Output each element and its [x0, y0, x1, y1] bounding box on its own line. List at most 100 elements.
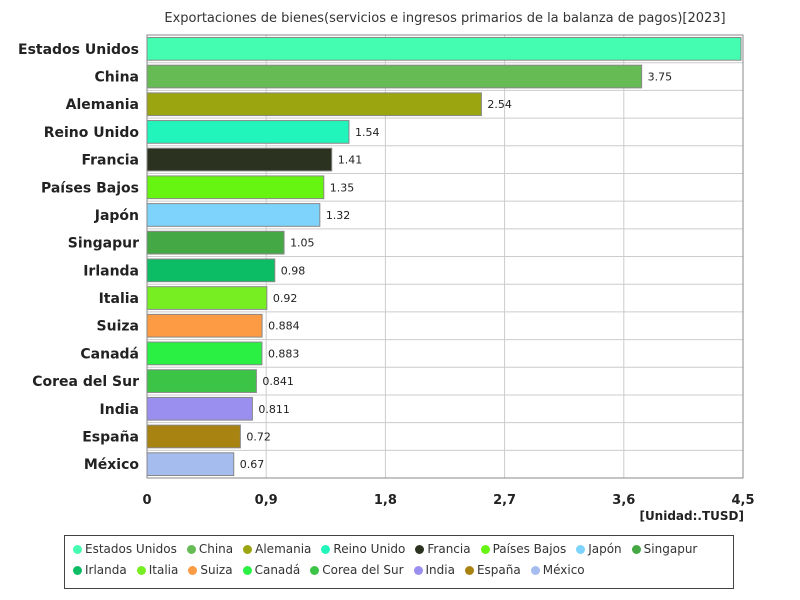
legend-label: Canadá: [254, 563, 301, 577]
legend-item[interactable]: Canadá: [242, 563, 301, 577]
legend-label: México: [542, 563, 585, 577]
category-label: Alemania: [66, 97, 139, 113]
x-tick-label: 2,7: [493, 493, 516, 508]
value-label: 1.41: [338, 154, 363, 167]
legend-swatch: [480, 544, 490, 554]
legend-label: Francia: [427, 542, 471, 556]
legend-item[interactable]: Alemania: [243, 542, 311, 556]
legend-swatch: [188, 565, 198, 575]
bar[interactable]: [146, 92, 482, 117]
legend-swatch: [415, 544, 425, 554]
legend-label: Reino Unido: [333, 542, 406, 556]
value-label: 0.67: [240, 458, 265, 471]
bar[interactable]: [146, 313, 263, 338]
legend-swatch: [242, 565, 252, 575]
value-label: 0.884: [268, 320, 300, 333]
legend-swatch: [530, 565, 540, 575]
legend-label: Suiza: [200, 563, 233, 577]
category-label: China: [95, 70, 139, 86]
legend-swatch: [73, 565, 82, 575]
unit-label: [Unidad:.TUSD]: [639, 509, 744, 523]
category-label: México: [84, 457, 140, 473]
legend-item[interactable]: Países Bajos: [480, 542, 567, 556]
legend-item[interactable]: Suiza: [188, 563, 233, 577]
legend-label: Países Bajos: [492, 542, 567, 556]
legend-item[interactable]: Estados Unidos: [73, 542, 177, 556]
legend-swatch: [321, 544, 331, 554]
value-label: 0.883: [268, 347, 300, 360]
legend-item[interactable]: Singapur: [631, 542, 698, 556]
x-tick-label: 0: [142, 493, 151, 508]
bar[interactable]: [146, 396, 253, 421]
bar[interactable]: [146, 175, 325, 200]
legend-item[interactable]: Irlanda: [73, 563, 127, 577]
legend-label: Alemania: [255, 542, 312, 556]
x-tick-label: 3,6: [612, 493, 635, 508]
legend-label: Irlanda: [85, 563, 127, 577]
value-label: 0.811: [258, 403, 290, 416]
legend-label: España: [476, 563, 521, 577]
bar[interactable]: [146, 424, 241, 449]
legend-item[interactable]: Francia: [415, 542, 471, 556]
legend-item[interactable]: Reino Unido: [321, 542, 405, 556]
legend-item[interactable]: México: [530, 563, 585, 577]
x-tick-label: 4,5: [731, 493, 754, 508]
legend-swatch: [186, 544, 196, 554]
value-label: 0.98: [281, 264, 306, 277]
plot-frame: [146, 34, 744, 479]
chart-title: Exportaciones de bienes(servicios e ingr…: [164, 11, 726, 26]
legend-label: Japón: [588, 542, 622, 556]
legend-item[interactable]: China: [186, 542, 234, 556]
value-label: 3.75: [648, 71, 673, 84]
value-label: 0.92: [273, 292, 298, 305]
value-label: 2.54: [487, 98, 512, 111]
bar[interactable]: [146, 36, 742, 61]
legend-swatch: [464, 565, 474, 575]
value-label: 0.72: [246, 430, 270, 443]
bar[interactable]: [146, 64, 643, 89]
legend-swatch: [243, 544, 253, 554]
category-label: Suiza: [97, 319, 139, 335]
legend-item[interactable]: Japón: [576, 542, 622, 556]
legend-label: India: [425, 563, 455, 577]
legend-swatch: [413, 565, 423, 575]
value-label: 1.32: [326, 209, 351, 222]
bar[interactable]: [146, 286, 268, 310]
bar[interactable]: [146, 258, 276, 283]
value-label: 1.35: [330, 181, 355, 194]
category-label: Reino Unido: [44, 125, 140, 141]
category-label: Japón: [94, 208, 139, 224]
legend-label: Italia: [148, 563, 179, 577]
legend-swatch: [310, 565, 320, 575]
category-label: Corea del Sur: [32, 374, 139, 390]
legend-item[interactable]: España: [464, 563, 521, 577]
bar[interactable]: [146, 203, 321, 227]
bar[interactable]: [146, 147, 333, 172]
legend-item[interactable]: Italia: [136, 563, 179, 577]
x-tick-label: 0,9: [255, 493, 278, 508]
legend-swatch: [631, 544, 641, 554]
bar[interactable]: [146, 230, 285, 255]
bar[interactable]: [146, 120, 350, 144]
legend-item[interactable]: Corea del Sur: [310, 563, 404, 577]
legend-label: Singapur: [643, 542, 698, 556]
bar[interactable]: [146, 341, 263, 366]
category-label: Canadá: [80, 346, 139, 362]
legend-swatch: [576, 544, 586, 554]
legend: Estados Unidos China Alemania Reino Unido Fr…: [64, 535, 734, 589]
legend-label: Corea del Sur: [322, 563, 404, 577]
category-label: India: [100, 402, 139, 418]
legend-item[interactable]: India: [413, 563, 455, 577]
x-tick-label: 1,8: [374, 493, 397, 508]
category-label: Países Bajos: [41, 180, 139, 196]
bar[interactable]: [146, 452, 235, 477]
category-label: Estados Unidos: [18, 42, 139, 58]
category-label: Francia: [81, 153, 139, 169]
value-label: 1.54: [355, 126, 380, 139]
legend-label: Estados Unidos: [85, 542, 177, 556]
bar[interactable]: [146, 369, 257, 393]
legend-swatch: [73, 544, 82, 554]
value-label: 0.841: [262, 375, 294, 388]
legend-label: China: [198, 542, 234, 556]
category-label: Irlanda: [83, 263, 139, 279]
